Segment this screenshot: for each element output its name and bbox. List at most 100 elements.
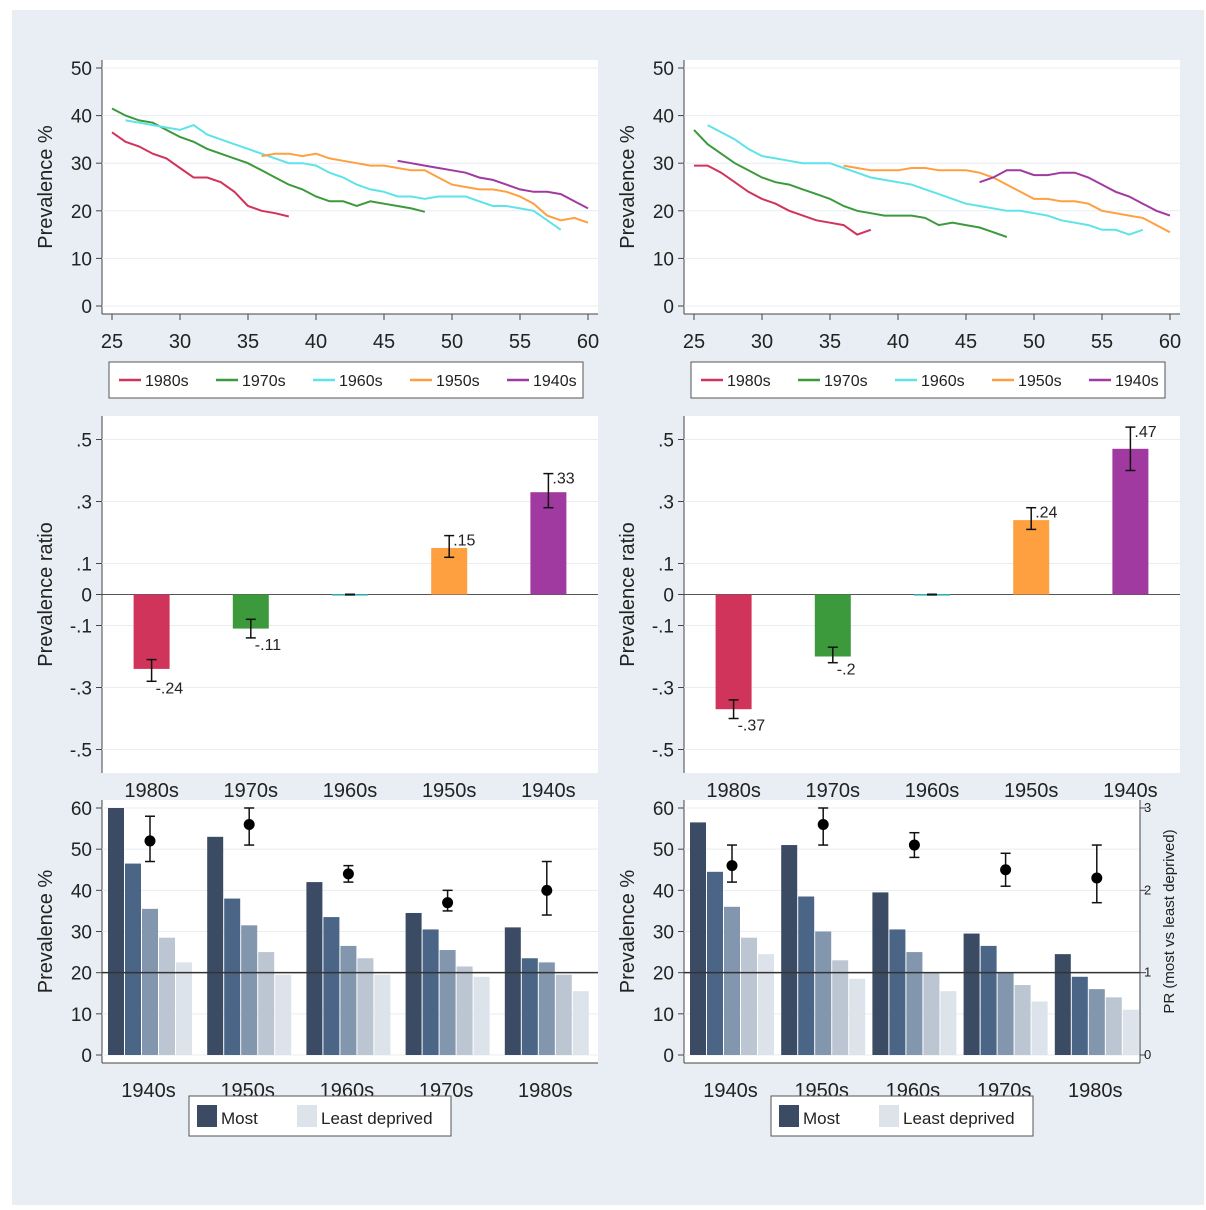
y-tick-label: -.3 bbox=[652, 679, 674, 700]
bar-quintile-5 bbox=[473, 976, 490, 1055]
x-tick-label: 1950s bbox=[1004, 780, 1059, 802]
bar-quintile-4 bbox=[258, 952, 275, 1055]
y-tick-label: 0 bbox=[81, 297, 92, 318]
x-tick-label: 1970s bbox=[224, 780, 279, 802]
bar-quintile-5 bbox=[374, 974, 391, 1055]
bar-quintile-2 bbox=[521, 958, 538, 1055]
series-line-1960s bbox=[125, 119, 562, 231]
x-tick-label: 1980s bbox=[706, 780, 761, 802]
bar-quintile-4 bbox=[832, 960, 849, 1055]
x-tick-label: 1970s bbox=[806, 780, 861, 802]
legend-box bbox=[770, 1095, 1034, 1137]
legend-label-1970s: 1970s bbox=[824, 373, 868, 390]
bar-quintile-3 bbox=[724, 906, 740, 1055]
series-line-1970s bbox=[693, 129, 1008, 238]
y-tick-label: .3 bbox=[76, 493, 92, 514]
bar-1950s bbox=[1013, 520, 1050, 595]
legend-label-most: Most bbox=[803, 1109, 840, 1128]
x-tick-label: 1980s bbox=[1068, 1080, 1123, 1102]
data-label: .15 bbox=[453, 533, 475, 550]
legend-swatch-most bbox=[197, 1105, 217, 1127]
bar-quintile-1 bbox=[1054, 954, 1071, 1055]
pr-point bbox=[1091, 872, 1103, 884]
bar-quintile-1 bbox=[504, 927, 521, 1055]
y-axis-label: Prevalence ratio bbox=[35, 522, 57, 667]
bar-quintile-3 bbox=[340, 945, 357, 1055]
y2-tick-label: 2 bbox=[1144, 882, 1151, 897]
bar-quintile-5 bbox=[758, 954, 774, 1055]
bar-quintile-4 bbox=[1105, 997, 1122, 1055]
x-tick-label: 40 bbox=[305, 331, 327, 353]
legend-label-1970s: 1970s bbox=[242, 373, 286, 390]
legend-swatch-least bbox=[879, 1105, 899, 1127]
data-label: .47 bbox=[1134, 424, 1156, 441]
x-tick-label: 1960s bbox=[323, 780, 378, 802]
y2-axis-label: PR (most vs least deprived) bbox=[1161, 829, 1178, 1013]
bar-quintile-5 bbox=[940, 991, 957, 1055]
x-tick-label: 60 bbox=[1159, 331, 1181, 353]
y-tick-label: -.1 bbox=[70, 617, 92, 638]
y-tick-label: 0 bbox=[81, 586, 92, 607]
y-tick-label: 0 bbox=[663, 586, 674, 607]
pr-point bbox=[342, 868, 354, 880]
bar-quintile-4 bbox=[1014, 985, 1031, 1055]
plot-area bbox=[684, 60, 1180, 314]
y-tick-label: 0 bbox=[81, 1046, 92, 1067]
data-label: -.37 bbox=[738, 718, 766, 735]
y-tick-label: .3 bbox=[658, 493, 674, 514]
y-tick-label: 10 bbox=[653, 1005, 674, 1026]
bar-quintile-3 bbox=[906, 952, 923, 1055]
legend-label-least: Least deprived bbox=[321, 1109, 433, 1128]
x-tick-label: 1980s bbox=[518, 1080, 573, 1102]
y-tick-label: 10 bbox=[71, 1005, 92, 1026]
pr-point bbox=[541, 884, 553, 896]
y-tick-label: 30 bbox=[653, 923, 674, 944]
bar-quintile-5 bbox=[572, 991, 589, 1055]
bar-1940s bbox=[1112, 448, 1149, 595]
bar-quintile-4 bbox=[456, 966, 473, 1055]
y-tick-label: 20 bbox=[653, 202, 674, 223]
bar-quintile-2 bbox=[798, 896, 815, 1055]
x-tick-label: 1940s bbox=[703, 1080, 758, 1102]
legend-label-1960s: 1960s bbox=[339, 373, 383, 390]
y-tick-label: .5 bbox=[658, 431, 674, 452]
bar-quintile-3 bbox=[1088, 989, 1105, 1055]
series-line-1940s bbox=[397, 159, 589, 210]
y-axis-label: Prevalence ratio bbox=[617, 522, 639, 667]
pr-point bbox=[1000, 864, 1012, 876]
y-tick-label: 10 bbox=[71, 249, 92, 270]
bar-quintile-4 bbox=[159, 937, 175, 1055]
bar-quintile-3 bbox=[538, 962, 555, 1055]
bar-quintile-2 bbox=[889, 929, 906, 1055]
y-tick-label: 40 bbox=[71, 107, 92, 128]
data-label: .24 bbox=[1035, 505, 1057, 522]
y-tick-label: 20 bbox=[71, 202, 92, 223]
y-tick-label: -.5 bbox=[652, 741, 674, 762]
bar-quintile-5 bbox=[1031, 1001, 1048, 1055]
y-tick-label: 50 bbox=[653, 59, 674, 80]
y-tick-label: .1 bbox=[658, 555, 674, 576]
legend-label-most: Most bbox=[221, 1109, 258, 1128]
bar-quintile-2 bbox=[224, 898, 241, 1055]
bar-quintile-1 bbox=[207, 836, 224, 1055]
y-tick-label: 40 bbox=[71, 881, 92, 902]
y-tick-label: 30 bbox=[71, 923, 92, 944]
x-tick-label: 45 bbox=[955, 331, 977, 353]
y-tick-label: 50 bbox=[71, 59, 92, 80]
pr-point bbox=[243, 818, 255, 830]
y-tick-label: 50 bbox=[653, 840, 674, 861]
x-tick-label: 30 bbox=[751, 331, 773, 353]
y-axis-label: Prevalence % bbox=[35, 125, 57, 249]
data-label: -.24 bbox=[156, 680, 184, 697]
bar-quintile-5 bbox=[275, 974, 292, 1055]
pr-point bbox=[908, 839, 920, 851]
x-tick-label: 50 bbox=[1023, 331, 1045, 353]
pr-point bbox=[144, 835, 156, 847]
y2-tick-label: 0 bbox=[1144, 1047, 1151, 1062]
x-tick-label: 30 bbox=[169, 331, 191, 353]
bar-quintile-2 bbox=[125, 863, 141, 1055]
bar-quintile-5 bbox=[1122, 1009, 1139, 1055]
series-line-1960s bbox=[707, 124, 1144, 236]
bar-quintile-3 bbox=[142, 908, 158, 1055]
